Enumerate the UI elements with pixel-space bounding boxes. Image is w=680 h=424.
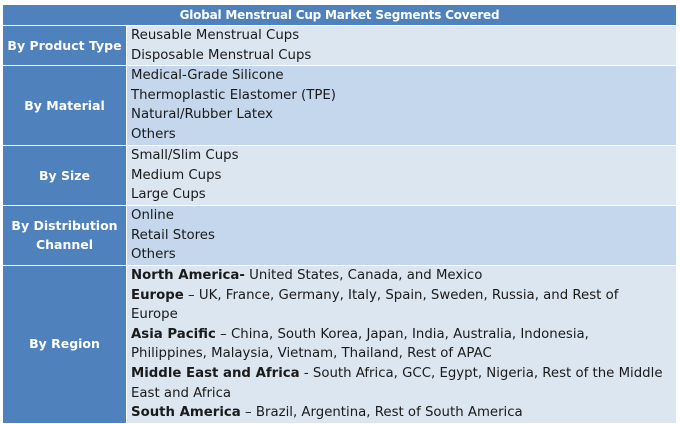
region-name: South America xyxy=(131,405,241,421)
region-countries: – China, South Korea, Japan, India, Aust… xyxy=(131,326,589,362)
list-item: Medium Cups xyxy=(131,167,222,183)
list-item: Reusable Menstrual Cups xyxy=(131,28,300,43)
list-item: Thermoplastic Elastomer (TPE) xyxy=(131,87,336,103)
region-countries: United States, Canada, and Mexico xyxy=(244,267,483,283)
values-cell: Reusable Menstrual Cups Disposable Menst… xyxy=(126,24,677,67)
category-cell: By Distribution Channel xyxy=(2,204,127,266)
list-item: Others xyxy=(131,247,176,263)
region-name: Asia Pacific xyxy=(131,326,216,342)
values-cell: Small/Slim Cups Medium Cups Large Cups xyxy=(126,145,677,206)
category-cell: By Product Type xyxy=(2,24,127,67)
category-cell: By Size xyxy=(2,145,127,206)
segments-table: Global Menstrual Cup Market Segments Cov… xyxy=(2,4,677,424)
region-name: Europe xyxy=(131,287,184,303)
region-name: North America- xyxy=(131,267,245,283)
list-item: Large Cups xyxy=(131,187,206,203)
values-cell: Medical-Grade Silicone Thermoplastic Ela… xyxy=(126,65,677,147)
values-cell: North America- United States, Canada, an… xyxy=(126,264,677,424)
region-entry: South America – Brazil, Argentina, Rest … xyxy=(131,403,676,423)
list-item: Retail Stores xyxy=(131,227,215,243)
category-cell: By Region xyxy=(2,264,127,424)
category-cell: By Material xyxy=(2,65,127,147)
list-item: Others xyxy=(131,126,176,142)
category-line: By Distribution xyxy=(11,217,118,233)
values-cell: Online Retail Stores Others xyxy=(126,204,677,266)
list-item: Small/Slim Cups xyxy=(131,148,239,164)
region-countries: - South Africa, GCC, Egypt, Nigeria, Res… xyxy=(131,365,663,401)
list-item: Online xyxy=(131,207,174,223)
table-row: By Region North America- United States, … xyxy=(2,264,677,424)
region-name: Middle East and Africa xyxy=(131,365,300,381)
table-title: Global Menstrual Cup Market Segments Cov… xyxy=(2,4,677,26)
region-entry: Asia Pacific – China, South Korea, Japan… xyxy=(131,325,676,364)
list-item: Medical-Grade Silicone xyxy=(131,68,284,84)
table-row: By Size Small/Slim Cups Medium Cups Larg… xyxy=(2,145,677,206)
region-countries: – Brazil, Argentina, Rest of South Ameri… xyxy=(240,405,523,421)
table-row: By Distribution Channel Online Retail St… xyxy=(2,204,677,266)
region-entry: Middle East and Africa - South Africa, G… xyxy=(131,364,676,403)
region-entry: Europe – UK, France, Germany, Italy, Spa… xyxy=(131,286,676,325)
table-row: By Material Medical-Grade Silicone Therm… xyxy=(2,65,677,147)
category-line: Channel xyxy=(35,237,94,253)
list-item: Disposable Menstrual Cups xyxy=(131,47,312,63)
region-countries: – UK, France, Germany, Italy, Spain, Swe… xyxy=(131,287,619,323)
region-entry: North America- United States, Canada, an… xyxy=(131,266,676,286)
table-row: By Product Type Reusable Menstrual Cups … xyxy=(2,24,677,67)
list-item: Natural/Rubber Latex xyxy=(131,107,273,123)
table-title-row: Global Menstrual Cup Market Segments Cov… xyxy=(2,4,677,26)
